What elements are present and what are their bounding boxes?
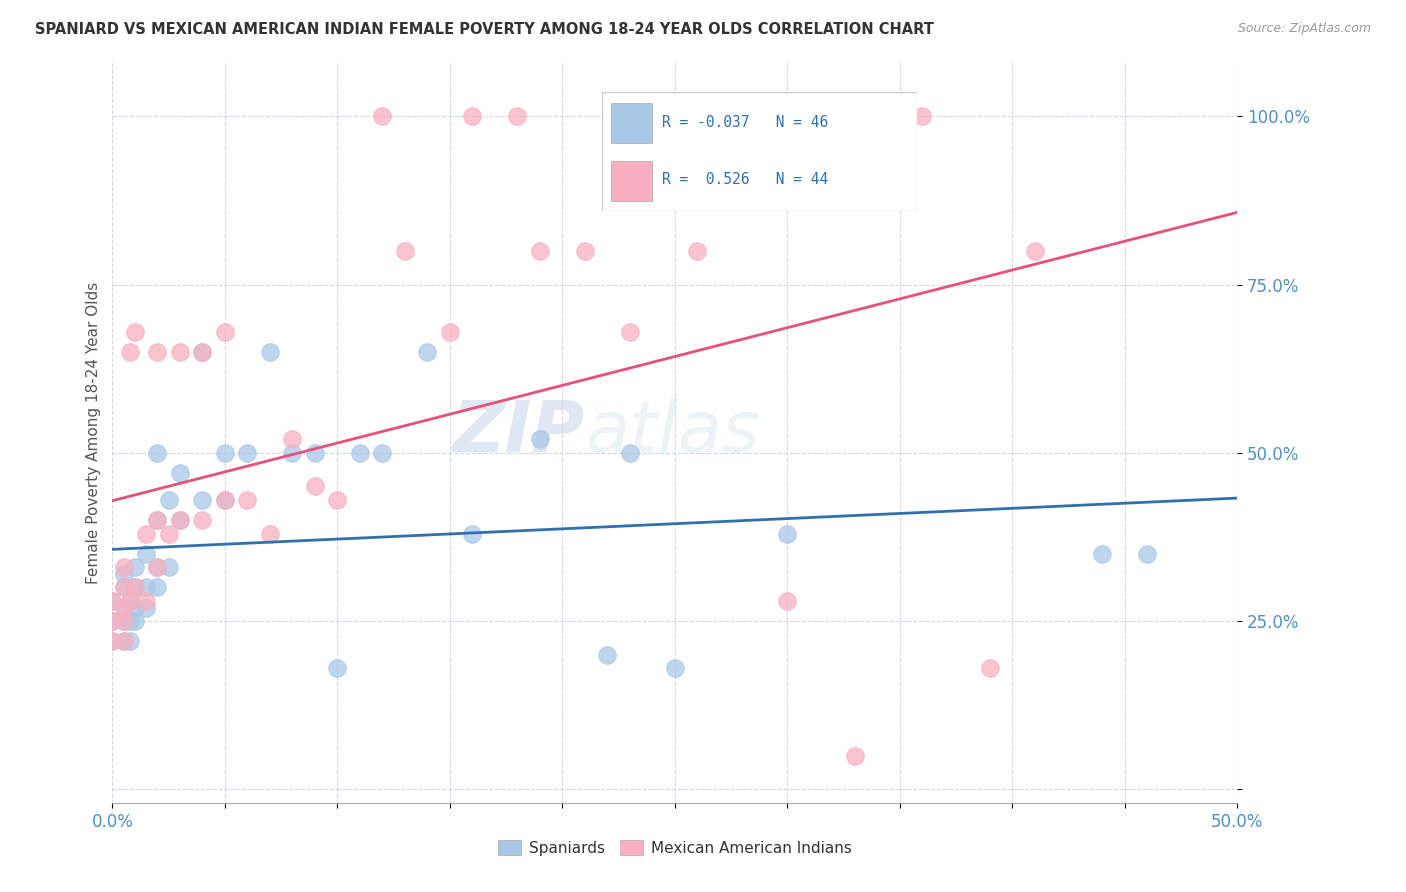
Point: [371, 446, 394, 460]
Point: [236, 492, 259, 507]
Point: [135, 594, 157, 608]
Point: [135, 600, 157, 615]
Point: [619, 446, 641, 460]
Point: [979, 661, 1001, 675]
Point: [191, 513, 214, 527]
Point: [416, 344, 439, 359]
Point: [146, 446, 169, 460]
Point: [101, 614, 124, 628]
Point: [157, 560, 180, 574]
Point: [259, 526, 281, 541]
Point: [157, 526, 180, 541]
Point: [169, 513, 191, 527]
Point: [911, 109, 934, 123]
Point: [686, 244, 709, 258]
Text: ZIP: ZIP: [453, 398, 585, 467]
Point: [394, 244, 416, 258]
Point: [112, 634, 135, 648]
Point: [664, 661, 686, 675]
Text: atlas: atlas: [585, 398, 759, 467]
Point: [120, 594, 142, 608]
Point: [146, 513, 169, 527]
Point: [349, 446, 371, 460]
Point: [236, 446, 259, 460]
Point: [112, 600, 135, 615]
Point: [304, 446, 326, 460]
Point: [506, 109, 529, 123]
Point: [101, 594, 124, 608]
Point: [120, 634, 142, 648]
Point: [529, 433, 551, 447]
Legend: Spaniards, Mexican American Indians: Spaniards, Mexican American Indians: [492, 834, 858, 862]
Point: [214, 446, 236, 460]
Point: [214, 492, 236, 507]
Point: [461, 109, 484, 123]
Point: [1024, 244, 1046, 258]
Point: [146, 513, 169, 527]
Point: [124, 600, 146, 615]
Point: [214, 492, 236, 507]
Point: [439, 325, 461, 339]
Point: [619, 325, 641, 339]
Point: [112, 566, 135, 581]
Point: [112, 634, 135, 648]
Point: [529, 244, 551, 258]
Point: [112, 581, 135, 595]
Point: [112, 614, 135, 628]
Y-axis label: Female Poverty Among 18-24 Year Olds: Female Poverty Among 18-24 Year Olds: [86, 282, 101, 583]
Point: [112, 560, 135, 574]
Point: [135, 526, 157, 541]
Point: [124, 581, 146, 595]
Point: [169, 513, 191, 527]
Text: SPANIARD VS MEXICAN AMERICAN INDIAN FEMALE POVERTY AMONG 18-24 YEAR OLDS CORRELA: SPANIARD VS MEXICAN AMERICAN INDIAN FEMA…: [35, 22, 934, 37]
Point: [112, 614, 135, 628]
Text: Source: ZipAtlas.com: Source: ZipAtlas.com: [1237, 22, 1371, 36]
Point: [191, 492, 214, 507]
Point: [146, 560, 169, 574]
Point: [776, 526, 799, 541]
Point: [461, 526, 484, 541]
Point: [135, 581, 157, 595]
Point: [281, 446, 304, 460]
Point: [1136, 547, 1159, 561]
Point: [101, 594, 124, 608]
Point: [124, 560, 146, 574]
Point: [596, 648, 619, 662]
Point: [124, 614, 146, 628]
Point: [326, 492, 349, 507]
Point: [1091, 547, 1114, 561]
Point: [112, 581, 135, 595]
Point: [214, 325, 236, 339]
Point: [101, 634, 124, 648]
Point: [281, 433, 304, 447]
Point: [191, 344, 214, 359]
Point: [776, 594, 799, 608]
Point: [259, 344, 281, 359]
Point: [101, 614, 124, 628]
Point: [124, 581, 146, 595]
Point: [146, 344, 169, 359]
Point: [169, 466, 191, 480]
Point: [304, 479, 326, 493]
Point: [120, 614, 142, 628]
Point: [169, 344, 191, 359]
Point: [191, 344, 214, 359]
Point: [731, 109, 754, 123]
Point: [157, 492, 180, 507]
Point: [146, 560, 169, 574]
Point: [135, 547, 157, 561]
Point: [844, 748, 866, 763]
Point: [124, 325, 146, 339]
Point: [120, 594, 142, 608]
Point: [574, 244, 596, 258]
Point: [112, 600, 135, 615]
Point: [146, 581, 169, 595]
Point: [101, 634, 124, 648]
Point: [371, 109, 394, 123]
Point: [326, 661, 349, 675]
Point: [120, 344, 142, 359]
